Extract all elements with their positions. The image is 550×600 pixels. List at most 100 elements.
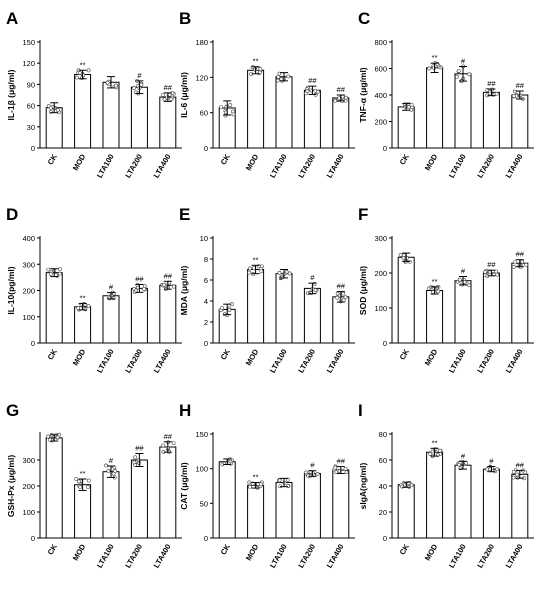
y-tick-label: 300 <box>374 234 387 243</box>
bar <box>397 484 415 539</box>
significance-label: ## <box>135 274 144 283</box>
panel-d: D 0 100 200 300 400 IL-10(pg/ml) CK ** MOD # LTA100… <box>6 205 182 375</box>
data-point <box>398 252 403 257</box>
data-point <box>275 78 280 83</box>
data-point <box>77 71 82 75</box>
significance-label: # <box>489 457 494 466</box>
data-point <box>55 108 60 112</box>
y-tick-label: 400 <box>374 91 387 100</box>
data-point <box>76 306 81 310</box>
bar <box>74 306 92 344</box>
bar <box>482 468 500 539</box>
bar <box>511 262 529 344</box>
x-tick-label: LTA200 <box>296 543 317 570</box>
data-point <box>344 470 349 475</box>
y-axis-label: TNF-α (μg/ml) <box>358 67 368 122</box>
y-tick-label: 100 <box>374 304 387 313</box>
bar <box>332 469 350 539</box>
x-tick-label: LTA200 <box>123 348 144 375</box>
data-point <box>286 74 291 79</box>
data-point <box>333 465 338 470</box>
data-point <box>341 291 346 296</box>
x-tick-label: LTA200 <box>475 153 496 180</box>
bar <box>397 106 415 149</box>
x-tick-label: CK <box>398 152 412 166</box>
data-point <box>313 288 318 292</box>
bar <box>45 437 63 539</box>
bar <box>426 451 444 539</box>
data-point <box>333 98 338 103</box>
y-tick-label: 8 <box>204 255 208 264</box>
data-point <box>483 270 487 274</box>
y-tick-label: 50 <box>200 499 208 508</box>
data-point <box>511 469 516 474</box>
y-axis-label: SOD (μg/ml) <box>358 266 368 315</box>
data-point <box>401 253 406 258</box>
x-tick-label: MOD <box>244 347 261 367</box>
data-point <box>228 103 233 107</box>
bar <box>130 459 148 539</box>
data-point <box>315 472 320 476</box>
data-point <box>305 89 310 94</box>
x-tick-label: LTA100 <box>447 543 468 570</box>
y-tick-label: 800 <box>374 38 387 47</box>
y-tick-label: 0 <box>204 534 208 543</box>
y-tick-label: 200 <box>22 287 35 296</box>
data-point <box>74 477 79 481</box>
data-point <box>86 478 91 483</box>
panel-letter: H <box>179 401 191 420</box>
panel-letter: D <box>6 205 18 224</box>
data-point <box>436 289 441 294</box>
x-tick-label: LTA400 <box>325 543 346 570</box>
y-tick-label: 60 <box>200 109 208 118</box>
data-point <box>46 267 51 272</box>
significance-label: # <box>310 461 315 470</box>
bar <box>332 97 350 149</box>
y-tick-label: 0 <box>383 339 387 348</box>
data-point <box>247 480 252 485</box>
y-tick-label: 0 <box>31 534 35 543</box>
y-axis-label: GSH-Px (μg/ml) <box>6 455 16 518</box>
x-tick-label: LTA200 <box>475 348 496 375</box>
x-tick-label: LTA100 <box>447 348 468 375</box>
bar <box>102 471 120 539</box>
data-point <box>316 89 320 94</box>
data-point <box>276 74 281 79</box>
x-tick-label: MOD <box>423 542 440 562</box>
data-point <box>139 82 144 87</box>
data-point <box>219 105 224 110</box>
data-point <box>279 77 284 82</box>
significance-label: ** <box>432 53 438 62</box>
significance-label: ## <box>487 260 496 269</box>
x-tick-label: CK <box>398 542 412 556</box>
data-point <box>258 67 263 71</box>
x-tick-label: MOD <box>71 152 88 172</box>
data-point <box>162 97 167 102</box>
x-tick-label: LTA400 <box>325 348 346 375</box>
bar <box>454 73 472 149</box>
significance-label: # <box>137 71 142 80</box>
y-tick-label: 0 <box>204 144 208 153</box>
y-tick-label: 10 <box>200 234 208 243</box>
bar <box>482 272 500 344</box>
data-point <box>485 467 490 472</box>
bar <box>102 295 120 344</box>
data-point <box>167 92 172 97</box>
data-point <box>132 86 137 90</box>
data-point <box>248 266 252 271</box>
data-point <box>58 271 62 276</box>
y-axis-label: CAT (μg/ml) <box>179 462 189 510</box>
panel-i: I 0 20 40 60 80 sIgA(ng/ml) CK ** MOD # LTA100 # LTA2… <box>358 401 534 570</box>
x-tick-label: LTA400 <box>504 543 525 570</box>
significance-label: ** <box>80 469 86 478</box>
bar <box>454 280 472 344</box>
data-point <box>46 434 50 439</box>
x-tick-label: LTA400 <box>325 153 346 180</box>
data-point <box>105 80 110 85</box>
data-point <box>494 91 499 96</box>
x-tick-label: LTA200 <box>296 348 317 375</box>
bar <box>303 473 321 539</box>
data-point <box>86 304 91 309</box>
bar <box>130 86 148 149</box>
